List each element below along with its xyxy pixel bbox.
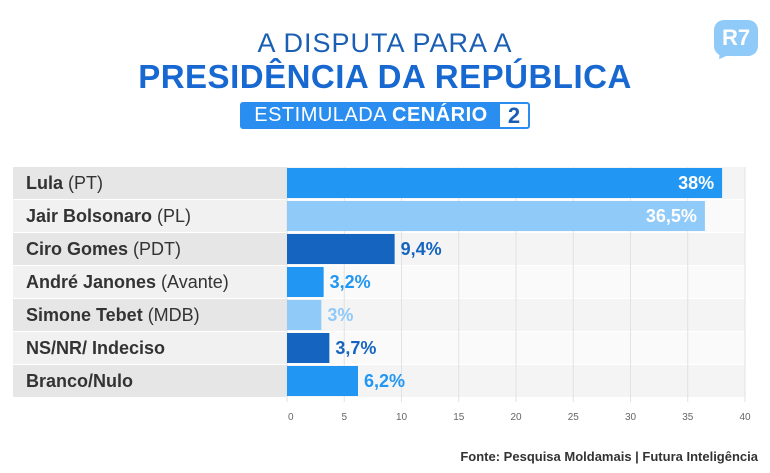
x-tick-label: 5 (341, 412, 347, 423)
x-tick-label: 30 (625, 412, 637, 423)
category-label: Branco/Nulo (26, 371, 133, 391)
value-label: 6,2% (364, 371, 405, 391)
category-label-bg (13, 266, 287, 298)
x-tick-label: 15 (453, 412, 465, 423)
category-label: André Janones (Avante) (26, 272, 229, 292)
category-label: NS/NR/ Indeciso (26, 338, 165, 358)
category-label: Jair Bolsonaro (PL) (26, 206, 191, 226)
value-label: 3,2% (330, 272, 371, 292)
page-title: PRESIDÊNCIA DA REPÚBLICA (138, 58, 632, 95)
bar (287, 333, 330, 363)
bar (287, 300, 322, 330)
candidate-name: Lula (26, 173, 64, 193)
party-name: (PT) (63, 173, 103, 193)
party-name: (PL) (152, 206, 191, 226)
category-label-bg (13, 299, 287, 331)
value-label: 3,7% (335, 338, 376, 358)
scenario-label: ESTIMULADA CENÁRIO (242, 104, 500, 127)
party-name: (MDB) (143, 305, 200, 325)
category-label: Ciro Gomes (PDT) (26, 239, 181, 259)
bar (287, 168, 723, 198)
candidate-name: Ciro Gomes (26, 239, 128, 259)
bar (287, 366, 358, 396)
value-label: 9,4% (401, 239, 442, 259)
value-label: 38% (678, 173, 714, 193)
scenario-number: 2 (507, 103, 521, 128)
x-tick-label: 10 (396, 412, 408, 423)
candidate-name: Simone Tebet (26, 305, 143, 325)
category-label-bg (13, 332, 287, 364)
category-label-bg (13, 167, 287, 199)
category-label-bg (13, 233, 287, 265)
bar (287, 201, 705, 231)
scenario-badge: ESTIMULADA CENÁRIO 2 (240, 102, 530, 129)
party-name: (Avante) (156, 272, 229, 292)
value-label: 36,5% (646, 206, 697, 226)
x-tick-label: 0 (288, 412, 294, 423)
bar (287, 267, 324, 297)
source-note: Fonte: Pesquisa Moldamais | Futura Intel… (460, 449, 758, 464)
bar (287, 234, 395, 264)
category-label-bg (13, 365, 287, 397)
r7-logo-icon: R7 (714, 20, 758, 56)
candidate-name: André Janones (26, 272, 156, 292)
x-tick-label: 35 (682, 412, 694, 423)
category-label: Lula (PT) (26, 173, 103, 193)
x-tick-label: 20 (510, 412, 522, 423)
party-name: (PDT) (128, 239, 181, 259)
candidate-name: Branco/Nulo (26, 371, 133, 391)
title-line-1: A DISPUTA PARA A (257, 28, 513, 58)
scenario-word: CENÁRIO (392, 104, 488, 126)
category-label: Simone Tebet (MDB) (26, 305, 200, 325)
scenario-prefix: ESTIMULADA (254, 104, 386, 126)
category-label-bg (13, 200, 287, 232)
x-tick-label: 25 (568, 412, 580, 423)
candidate-name: Jair Bolsonaro (26, 206, 152, 226)
x-tick-label: 40 (739, 412, 751, 423)
value-label: 3% (327, 305, 353, 325)
candidate-name: NS/NR/ Indeciso (26, 338, 165, 358)
